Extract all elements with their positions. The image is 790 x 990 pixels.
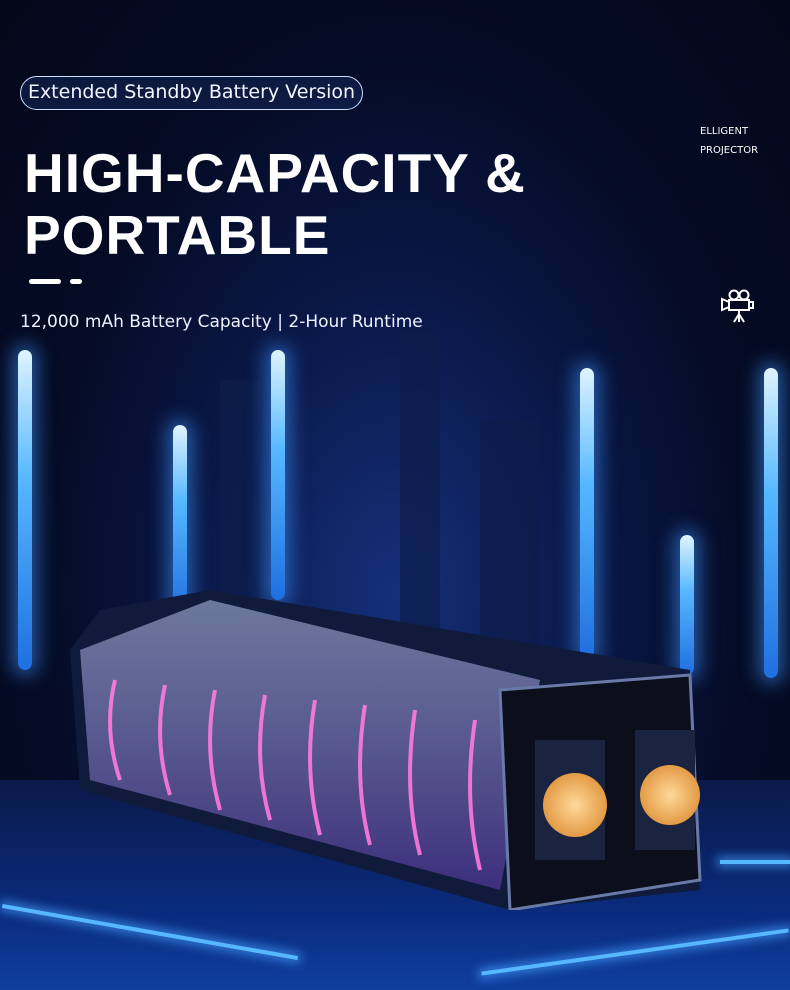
- knob: [543, 773, 607, 837]
- brand-line-2: PROJECTOR: [700, 145, 759, 156]
- version-badge: Extended Standby Battery Version: [20, 76, 363, 110]
- light-bar: [680, 535, 694, 675]
- subtitle: 12,000 mAh Battery Capacity | 2-Hour Run…: [20, 312, 423, 332]
- knob: [640, 765, 700, 825]
- light-bar: [271, 350, 285, 600]
- movie-camera-icon: [721, 289, 754, 323]
- brand-line-1: ELLIGENT: [700, 126, 749, 137]
- light-bar: [580, 368, 594, 658]
- decorative-dash: [29, 279, 61, 284]
- background-column: [400, 330, 440, 680]
- light-bar: [764, 368, 778, 678]
- headline-line-2: PORTABLE: [24, 204, 331, 266]
- battery-pack-image: [70, 590, 702, 910]
- headline-line-1: HIGH-CAPACITY &: [24, 142, 526, 204]
- headline: HIGH-CAPACITY & PORTABLE: [24, 142, 526, 266]
- light-bar: [18, 350, 32, 670]
- brand-label: ELLIGENT PROJECTOR: [700, 122, 758, 160]
- decorative-dash: [70, 279, 82, 284]
- light-bar: [173, 425, 187, 615]
